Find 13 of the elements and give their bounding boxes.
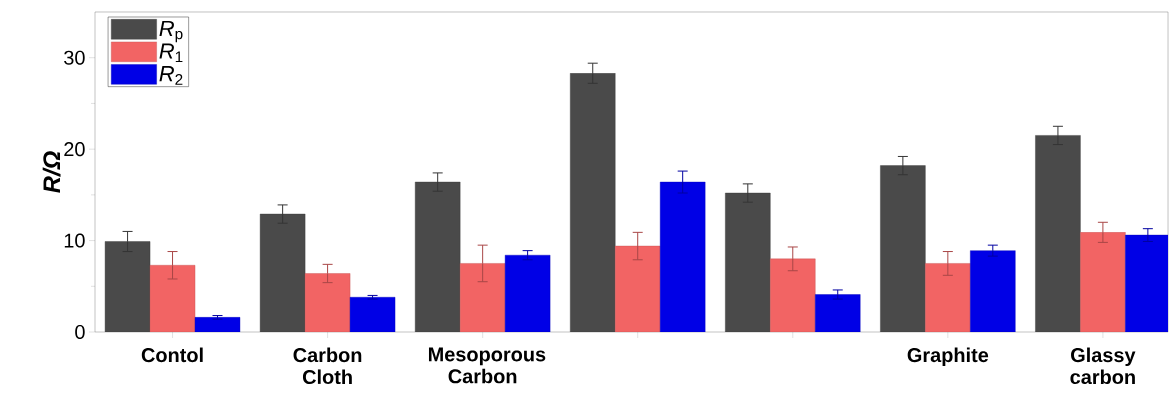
x-tick-label: Glassy carbon bbox=[1070, 347, 1136, 385]
y-tick-label: 30 bbox=[64, 50, 85, 65]
y-tick-label: 0 bbox=[75, 324, 85, 340]
legend-label: R$_{1}$ bbox=[159, 43, 183, 63]
legend-label: R$_{2}$ bbox=[159, 66, 183, 85]
y-tick-label: 20 bbox=[64, 142, 85, 157]
x-tick-label: Mesoporous Carbon bbox=[428, 347, 546, 384]
y-tick-label: 10 bbox=[64, 233, 85, 248]
y-axis-title: R/Ω bbox=[42, 151, 61, 193]
x-tick-label: Contol bbox=[141, 347, 203, 363]
x-tick-label: Graphite bbox=[907, 347, 989, 367]
x-tick-label: Carbon Cloth bbox=[293, 347, 362, 385]
legend-label: R$_{p}$ bbox=[159, 20, 183, 43]
